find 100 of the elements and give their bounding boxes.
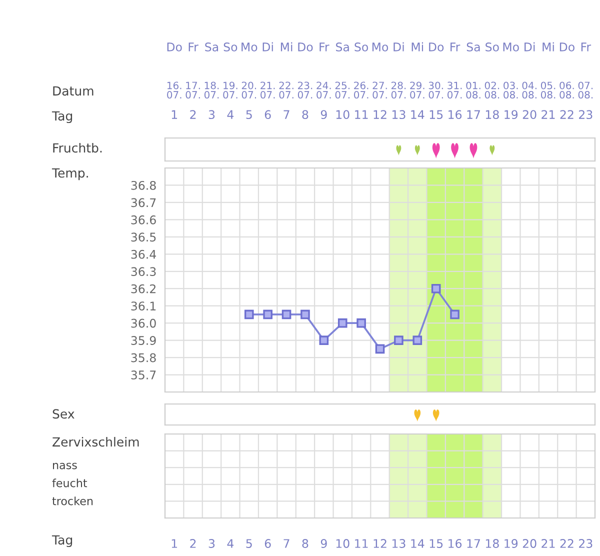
x-tick-label: 1 (172, 110, 178, 119)
point (375, 344, 385, 354)
text: Do (429, 42, 444, 52)
text: So (224, 42, 238, 52)
text: Tag (52, 535, 72, 548)
category-label: 23 (579, 539, 592, 548)
point (263, 310, 272, 320)
y-tick-label: 36.4 (131, 250, 156, 259)
text: nass (53, 462, 77, 470)
text: 14 (411, 539, 424, 548)
y-tick-label: 35.9 (131, 336, 156, 345)
x-tick-label: 5 (246, 110, 252, 120)
text: Di (394, 42, 404, 52)
x-tick-label: 9 (320, 110, 327, 120)
text: 01. 08. (466, 82, 480, 99)
text: 21. 07. (260, 82, 275, 99)
x-tick-label: 14 (411, 110, 424, 119)
x-tick-label: 15 (430, 110, 443, 120)
text: feucht (52, 478, 88, 488)
category-label: 1 (172, 539, 178, 548)
x-tick-label: 23 (579, 110, 592, 120)
text: 02. 08. (484, 82, 500, 99)
text: 24. 07. (316, 82, 331, 99)
category-label: 22 (560, 539, 574, 548)
x-tick-label: 20 (522, 110, 536, 120)
text: trocken (52, 496, 93, 506)
y-tick-label: 36.0 (131, 318, 156, 328)
category-label: 12 (374, 539, 386, 548)
y-tick-label: 36.8 (131, 180, 156, 190)
text: Mo (372, 42, 388, 52)
text: 30. 07. (428, 82, 443, 99)
point (300, 310, 310, 320)
point (412, 336, 422, 345)
text: 07. 08. (578, 82, 593, 99)
text: 20. 07. (242, 82, 256, 99)
text: Mi (280, 42, 292, 52)
point (319, 336, 329, 345)
text: 13 (392, 539, 406, 548)
x-tick-label: 13 (392, 110, 406, 120)
point (282, 310, 292, 320)
point (394, 336, 404, 345)
text: 27. 07. (372, 82, 387, 99)
category-label: 4 (227, 539, 234, 548)
text: Sa (205, 42, 218, 52)
y-tick-label: 35.7 (131, 370, 156, 380)
text: Mo (503, 42, 519, 52)
text: So (486, 42, 499, 52)
text: 15 (430, 539, 443, 548)
text: 04. 08. (522, 82, 536, 99)
text: 31. 07. (447, 82, 462, 99)
point (338, 318, 348, 328)
text: Di (262, 42, 273, 52)
category-label: 6 (264, 539, 271, 548)
category-label: 10 (336, 539, 350, 548)
text: 22. 07. (279, 82, 294, 99)
x-axis-title: Tag (52, 111, 72, 124)
text: Mo (242, 42, 258, 52)
x-tick-label: 3 (208, 110, 215, 120)
text: Fr (320, 42, 330, 52)
category-label: 5 (246, 539, 252, 548)
point (356, 318, 366, 328)
x-tick-label: 8 (302, 110, 308, 120)
y-tick-label: 36.3 (131, 267, 156, 276)
y-tick-label: 36.6 (131, 215, 156, 224)
x-tick-label: 17 (467, 110, 480, 119)
x-tick-label: 7 (284, 110, 290, 119)
text: Zervixschleim (52, 436, 139, 447)
text: 28. 07. (391, 82, 406, 99)
text: 16. 07. (167, 82, 182, 99)
y-axis-title: Temp. (52, 168, 88, 180)
text: Mi (542, 42, 554, 52)
text: Di (524, 42, 535, 52)
category-label: 19 (504, 539, 518, 548)
point (244, 310, 254, 320)
x-tick-label: 2 (190, 110, 196, 119)
text: Do (560, 42, 574, 52)
text: Sex (52, 409, 74, 419)
x-tick-label: 10 (336, 110, 350, 120)
y-tick-label: 36.2 (131, 284, 156, 294)
y-tick-label: 36.7 (131, 198, 156, 208)
x-tick-label: 21 (542, 110, 555, 119)
text: 17. 07. (186, 82, 200, 99)
text: 19. 07. (223, 82, 238, 99)
x-tick-label: 22 (560, 110, 574, 119)
category-label: 3 (208, 539, 215, 548)
category-label: 9 (320, 539, 327, 548)
y-tick-label: 36.5 (131, 232, 156, 242)
x-tick-label: 12 (374, 110, 386, 119)
text: Datum (53, 86, 94, 96)
text: Fr (581, 42, 592, 52)
category-label: 21 (542, 539, 555, 548)
text: 06. 08. (560, 82, 574, 99)
x-tick-label: 18 (486, 110, 499, 120)
text: 23. 07. (298, 82, 312, 99)
category-label: 20 (522, 539, 536, 548)
text: 18. 07. (204, 82, 219, 99)
x-tick-label: 16 (448, 110, 462, 120)
category-label: 16 (448, 539, 462, 548)
category-label: 7 (284, 539, 290, 548)
text: 03. 08. (504, 82, 518, 99)
